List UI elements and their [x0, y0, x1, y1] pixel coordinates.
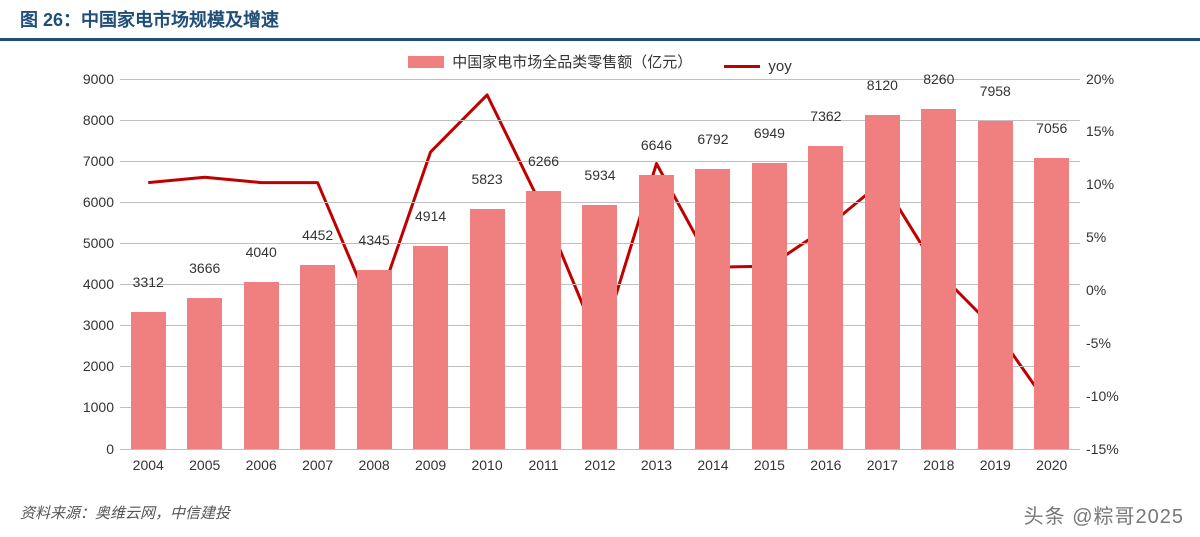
- bar-value-label: 4452: [302, 227, 333, 246]
- x-tick-label: 2010: [471, 457, 502, 473]
- bar-value-label: 7362: [810, 108, 841, 127]
- bar: [357, 270, 392, 449]
- bar-value-label: 8120: [867, 77, 898, 96]
- y-right-tick-label: -10%: [1086, 388, 1130, 404]
- y-left-tick-label: 7000: [70, 153, 114, 169]
- bar: [413, 246, 448, 448]
- y-right-tick-label: 5%: [1086, 229, 1130, 245]
- chart-plot-area: 3312200436662005404020064452200743452008…: [120, 79, 1080, 449]
- y-right-tick-label: 10%: [1086, 176, 1130, 192]
- x-tick-label: 2012: [584, 457, 615, 473]
- bar: [300, 265, 335, 448]
- bar-value-label: 7056: [1036, 120, 1067, 139]
- y-right-tick-label: -5%: [1086, 335, 1130, 351]
- bar: [582, 205, 617, 449]
- y-right-tick-label: 15%: [1086, 123, 1130, 139]
- x-tick-label: 2017: [867, 457, 898, 473]
- bar: [187, 298, 222, 449]
- bar-value-label: 5934: [584, 167, 615, 186]
- y-right-tick-label: 0%: [1086, 282, 1130, 298]
- x-tick-label: 2015: [754, 457, 785, 473]
- x-tick-label: 2019: [980, 457, 1011, 473]
- legend-swatch-bar: [408, 56, 444, 68]
- x-tick-label: 2009: [415, 457, 446, 473]
- bar: [921, 109, 956, 449]
- figure-title: 图 26：中国家电市场规模及增速: [0, 0, 1200, 41]
- x-tick-label: 2018: [923, 457, 954, 473]
- y-left-tick-label: 9000: [70, 71, 114, 87]
- x-tick-label: 2007: [302, 457, 333, 473]
- watermark-text: 头条 @粽哥2025: [1024, 500, 1184, 529]
- bar-value-label: 4914: [415, 208, 446, 227]
- x-tick-label: 2005: [189, 457, 220, 473]
- legend-bar-label: 中国家电市场全品类零售额（亿元）: [452, 51, 692, 72]
- bar-value-label: 8260: [923, 71, 954, 90]
- bar: [470, 209, 505, 448]
- bar: [865, 115, 900, 449]
- x-tick-label: 2008: [359, 457, 390, 473]
- y-left-tick-label: 2000: [70, 358, 114, 374]
- x-tick-label: 2006: [246, 457, 277, 473]
- bar-value-label: 4040: [246, 244, 277, 263]
- legend-line-label: yoy: [768, 58, 791, 75]
- chart: 3312200436662005404020064452200743452008…: [50, 79, 1150, 449]
- bar-value-label: 5823: [471, 171, 502, 190]
- bar-value-label: 3312: [133, 274, 164, 293]
- bar: [695, 169, 730, 448]
- bar: [639, 175, 674, 448]
- y-right-tick-label: -15%: [1086, 441, 1130, 457]
- x-tick-label: 2020: [1036, 457, 1067, 473]
- gridline: [120, 449, 1080, 450]
- bar: [978, 121, 1013, 448]
- y-left-tick-label: 8000: [70, 112, 114, 128]
- y-left-tick-label: 0: [70, 441, 114, 457]
- x-tick-label: 2013: [641, 457, 672, 473]
- y-left-tick-label: 5000: [70, 235, 114, 251]
- x-tick-label: 2016: [810, 457, 841, 473]
- y-right-tick-label: 20%: [1086, 71, 1130, 87]
- bar-value-label: 6949: [754, 125, 785, 144]
- bar-value-label: 7958: [980, 83, 1011, 102]
- figure-title-text: 图 26：中国家电市场规模及增速: [20, 10, 279, 30]
- bar: [244, 282, 279, 448]
- bar: [752, 163, 787, 449]
- x-tick-label: 2014: [697, 457, 728, 473]
- bar-value-label: 4345: [359, 232, 390, 251]
- legend-item-bar: 中国家电市场全品类零售额（亿元）: [408, 51, 692, 72]
- bar-value-label: 6646: [641, 137, 672, 156]
- y-left-tick-label: 4000: [70, 276, 114, 292]
- source-text: 资料来源：奥维云网，中信建投: [20, 502, 230, 523]
- bar-value-label: 6266: [528, 153, 559, 172]
- chart-legend: 中国家电市场全品类零售额（亿元） yoy: [0, 41, 1200, 79]
- bar: [131, 312, 166, 448]
- bar: [808, 146, 843, 449]
- bar: [526, 191, 561, 449]
- y-left-tick-label: 1000: [70, 399, 114, 415]
- x-tick-label: 2011: [528, 457, 558, 473]
- legend-swatch-line: [724, 65, 760, 68]
- legend-item-line: yoy: [724, 58, 791, 75]
- bar-value-label: 3666: [189, 260, 220, 279]
- bar: [1034, 158, 1069, 448]
- y-left-tick-label: 6000: [70, 194, 114, 210]
- y-left-tick-label: 3000: [70, 317, 114, 333]
- bar-value-label: 6792: [697, 131, 728, 150]
- x-tick-label: 2004: [133, 457, 164, 473]
